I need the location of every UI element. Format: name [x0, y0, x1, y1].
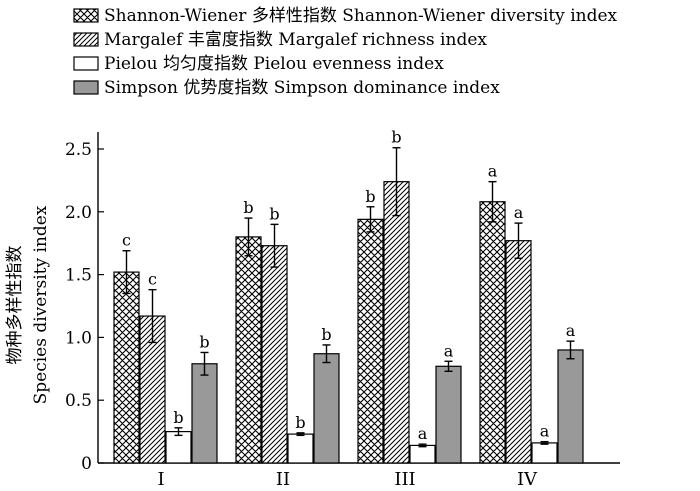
bar — [479, 201, 506, 464]
y-tick-label: 1.0 — [65, 328, 92, 348]
bar — [235, 236, 262, 464]
significance-label: b — [365, 187, 375, 206]
significance-label: b — [391, 128, 401, 147]
y-tick-label: 1.5 — [65, 266, 92, 286]
legend-label-3: Pielou 均匀度指数 Pielou evenness index — [104, 54, 444, 74]
bar — [435, 365, 462, 464]
legend-swatch-4 — [73, 80, 99, 95]
bar — [557, 349, 584, 464]
significance-label: a — [540, 422, 550, 441]
significance-label: c — [148, 270, 157, 289]
significance-label: b — [199, 332, 209, 351]
axes: 00.51.01.52.02.5I II III IV — [65, 132, 620, 490]
x-tick-label: IV — [517, 469, 538, 490]
bar — [191, 363, 218, 464]
bar — [357, 218, 384, 464]
significance-label: a — [566, 321, 576, 340]
y-axis-label-cn: 物种多样性指数 — [5, 246, 25, 365]
legend-label-1: Shannon-Wiener 多样性指数 Shannon-Wiener dive… — [104, 6, 618, 26]
bar — [113, 271, 140, 464]
significance-label: b — [243, 198, 253, 217]
significance-label: b — [173, 408, 183, 427]
y-tick-label: 0 — [81, 454, 92, 474]
bar — [409, 444, 436, 464]
bar — [505, 240, 532, 464]
legend-label-2: Margalef 丰富度指数 Margalef richness index — [104, 30, 487, 50]
significance-label: a — [418, 424, 428, 443]
bar — [287, 433, 314, 464]
significance-label: b — [269, 204, 279, 223]
bar — [165, 431, 192, 464]
y-axis-label: 物种多样性指数 Species diversity index — [5, 205, 51, 404]
x-tick-label: I — [157, 469, 164, 490]
significance-label: a — [514, 203, 524, 222]
bar — [313, 353, 340, 464]
legend-label-4: Simpson 优势度指数 Simpson dominance index — [104, 78, 500, 98]
significance-label: b — [295, 413, 305, 432]
bar — [261, 245, 288, 464]
significance-label: a — [488, 162, 498, 181]
y-tick-label: 2.5 — [65, 140, 92, 160]
significance-label: a — [444, 341, 454, 360]
legend-swatch-2 — [73, 32, 99, 47]
bar — [531, 442, 558, 464]
y-axis-label-en: Species diversity index — [31, 205, 51, 404]
x-tick-label: II — [276, 469, 290, 490]
significance-label: b — [321, 325, 331, 344]
y-tick-label: 2.0 — [65, 203, 92, 223]
legend: Shannon-Wiener 多样性指数 Shannon-Wiener dive… — [73, 6, 618, 98]
legend-swatch-1 — [73, 8, 99, 23]
significance-label: c — [122, 231, 131, 250]
legend-swatch-3 — [73, 56, 99, 71]
x-tick-label: III — [394, 469, 415, 490]
bar — [383, 181, 410, 464]
y-tick-label: 0.5 — [65, 391, 92, 411]
